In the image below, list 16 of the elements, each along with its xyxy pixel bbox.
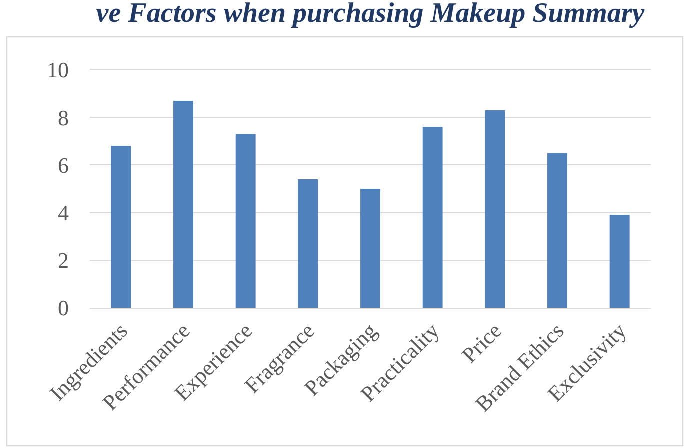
y-tick-label: 2: [58, 248, 69, 274]
y-tick-label: 4: [58, 200, 69, 226]
bar: [236, 134, 256, 308]
y-tick-label: 10: [47, 58, 69, 83]
bar: [360, 189, 380, 308]
bar: [111, 146, 132, 308]
bar: [422, 127, 443, 308]
bar: [298, 179, 318, 308]
bar: [174, 100, 194, 308]
chart-title: ve Factors when purchasing Makeup Summary: [96, 0, 646, 29]
y-tick-label: 0: [58, 296, 69, 321]
bar: [548, 153, 568, 308]
bar: [610, 215, 630, 308]
bar: [485, 110, 506, 308]
y-tick-label: 8: [58, 105, 69, 130]
y-tick-label: 6: [58, 152, 69, 178]
